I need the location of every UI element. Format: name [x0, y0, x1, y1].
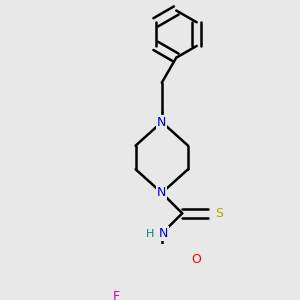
Text: O: O [191, 254, 201, 266]
Text: N: N [157, 116, 167, 129]
Text: F: F [113, 290, 120, 300]
Text: H: H [146, 229, 154, 239]
Text: S: S [215, 207, 223, 220]
Text: N: N [157, 186, 167, 200]
Text: N: N [158, 227, 168, 240]
